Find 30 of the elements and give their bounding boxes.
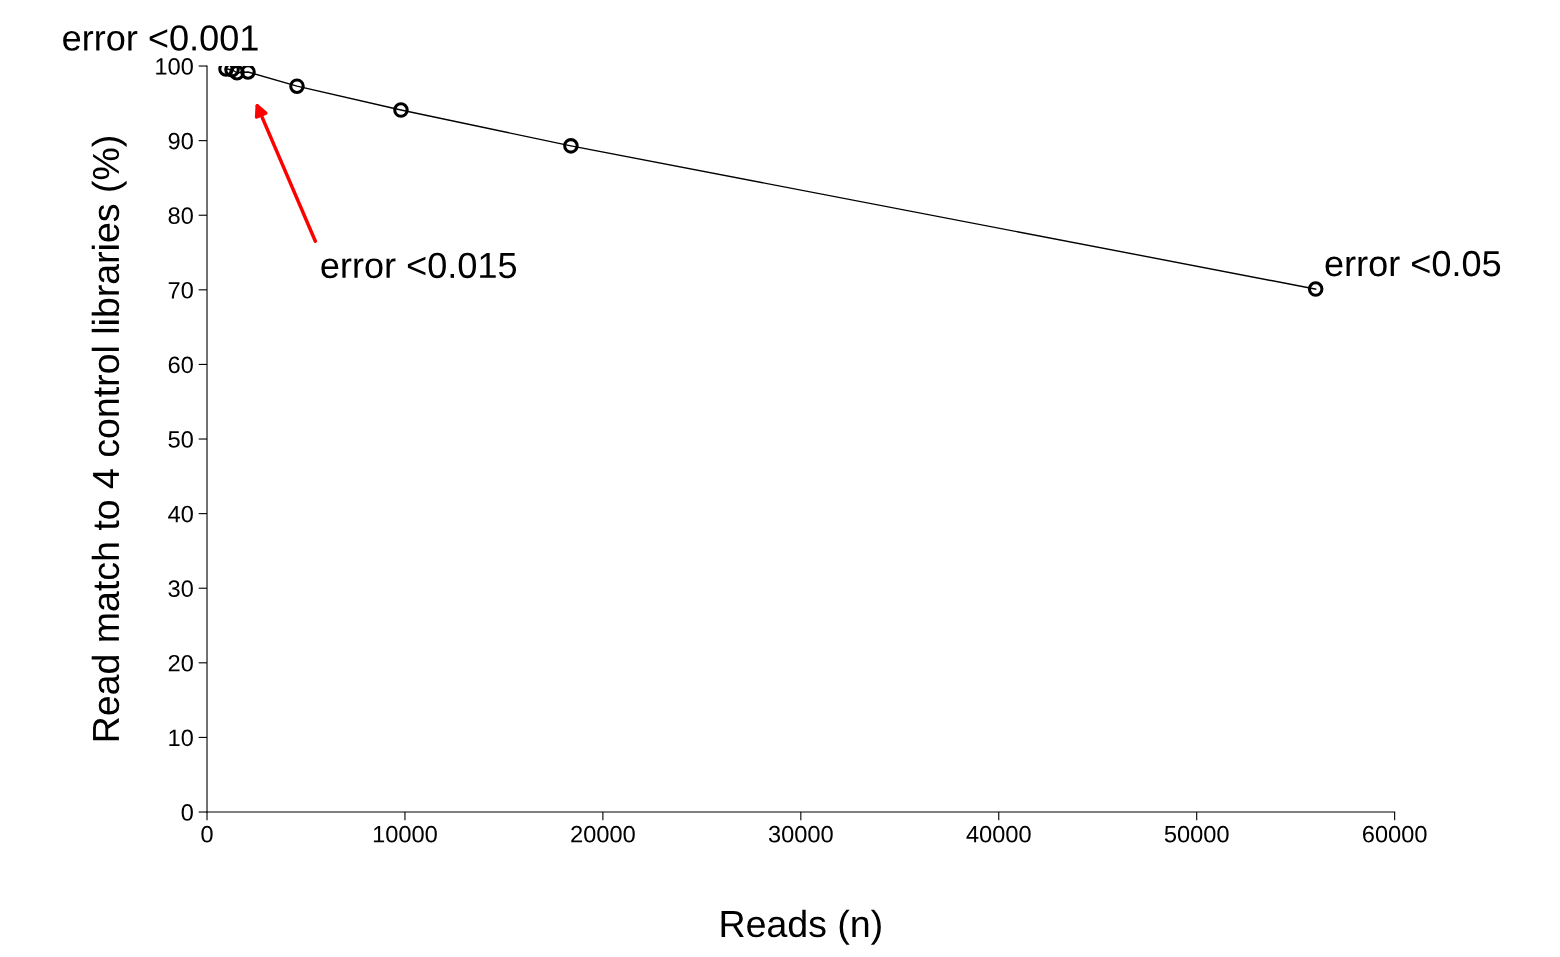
point [563, 138, 579, 154]
x-tick-label: 60000 [1363, 825, 1427, 843]
y-tick-label: 40 [168, 505, 193, 523]
y-tick-label: 30 [168, 580, 193, 598]
point [240, 66, 256, 80]
x-tick-label: 10000 [373, 825, 437, 843]
x-axis-title: Reads (n) [721, 909, 881, 945]
annotation: error <0.05 [1325, 250, 1501, 277]
x-tick-label: 40000 [966, 825, 1031, 843]
y-tick-label: 20 [168, 654, 193, 672]
point [229, 66, 245, 81]
point [224, 66, 240, 78]
x-tick-label: 0 [201, 825, 213, 843]
y-tick-label: 60 [168, 356, 193, 374]
y-tick-label: 100 [156, 58, 193, 75]
x-tick-label: 20000 [571, 825, 635, 843]
point [289, 78, 305, 94]
y-tick-label: 50 [168, 431, 193, 448]
point [1307, 281, 1324, 297]
x-tick-label: 30000 [768, 825, 833, 843]
point [393, 102, 409, 118]
y-tick-label: 80 [168, 207, 193, 225]
x-tick-label: 50000 [1164, 825, 1229, 843]
y-tick-label: 0 [181, 804, 193, 821]
annotation: error <0.001 [63, 25, 258, 51]
y-axis-title: Read match to 4 control libraries (%) [91, 137, 127, 741]
y-tick-label: 10 [169, 729, 193, 747]
annotation: error <0.015 [321, 252, 517, 279]
y-tick-label: 70 [168, 281, 193, 299]
y-tick-label: 90 [168, 132, 193, 150]
